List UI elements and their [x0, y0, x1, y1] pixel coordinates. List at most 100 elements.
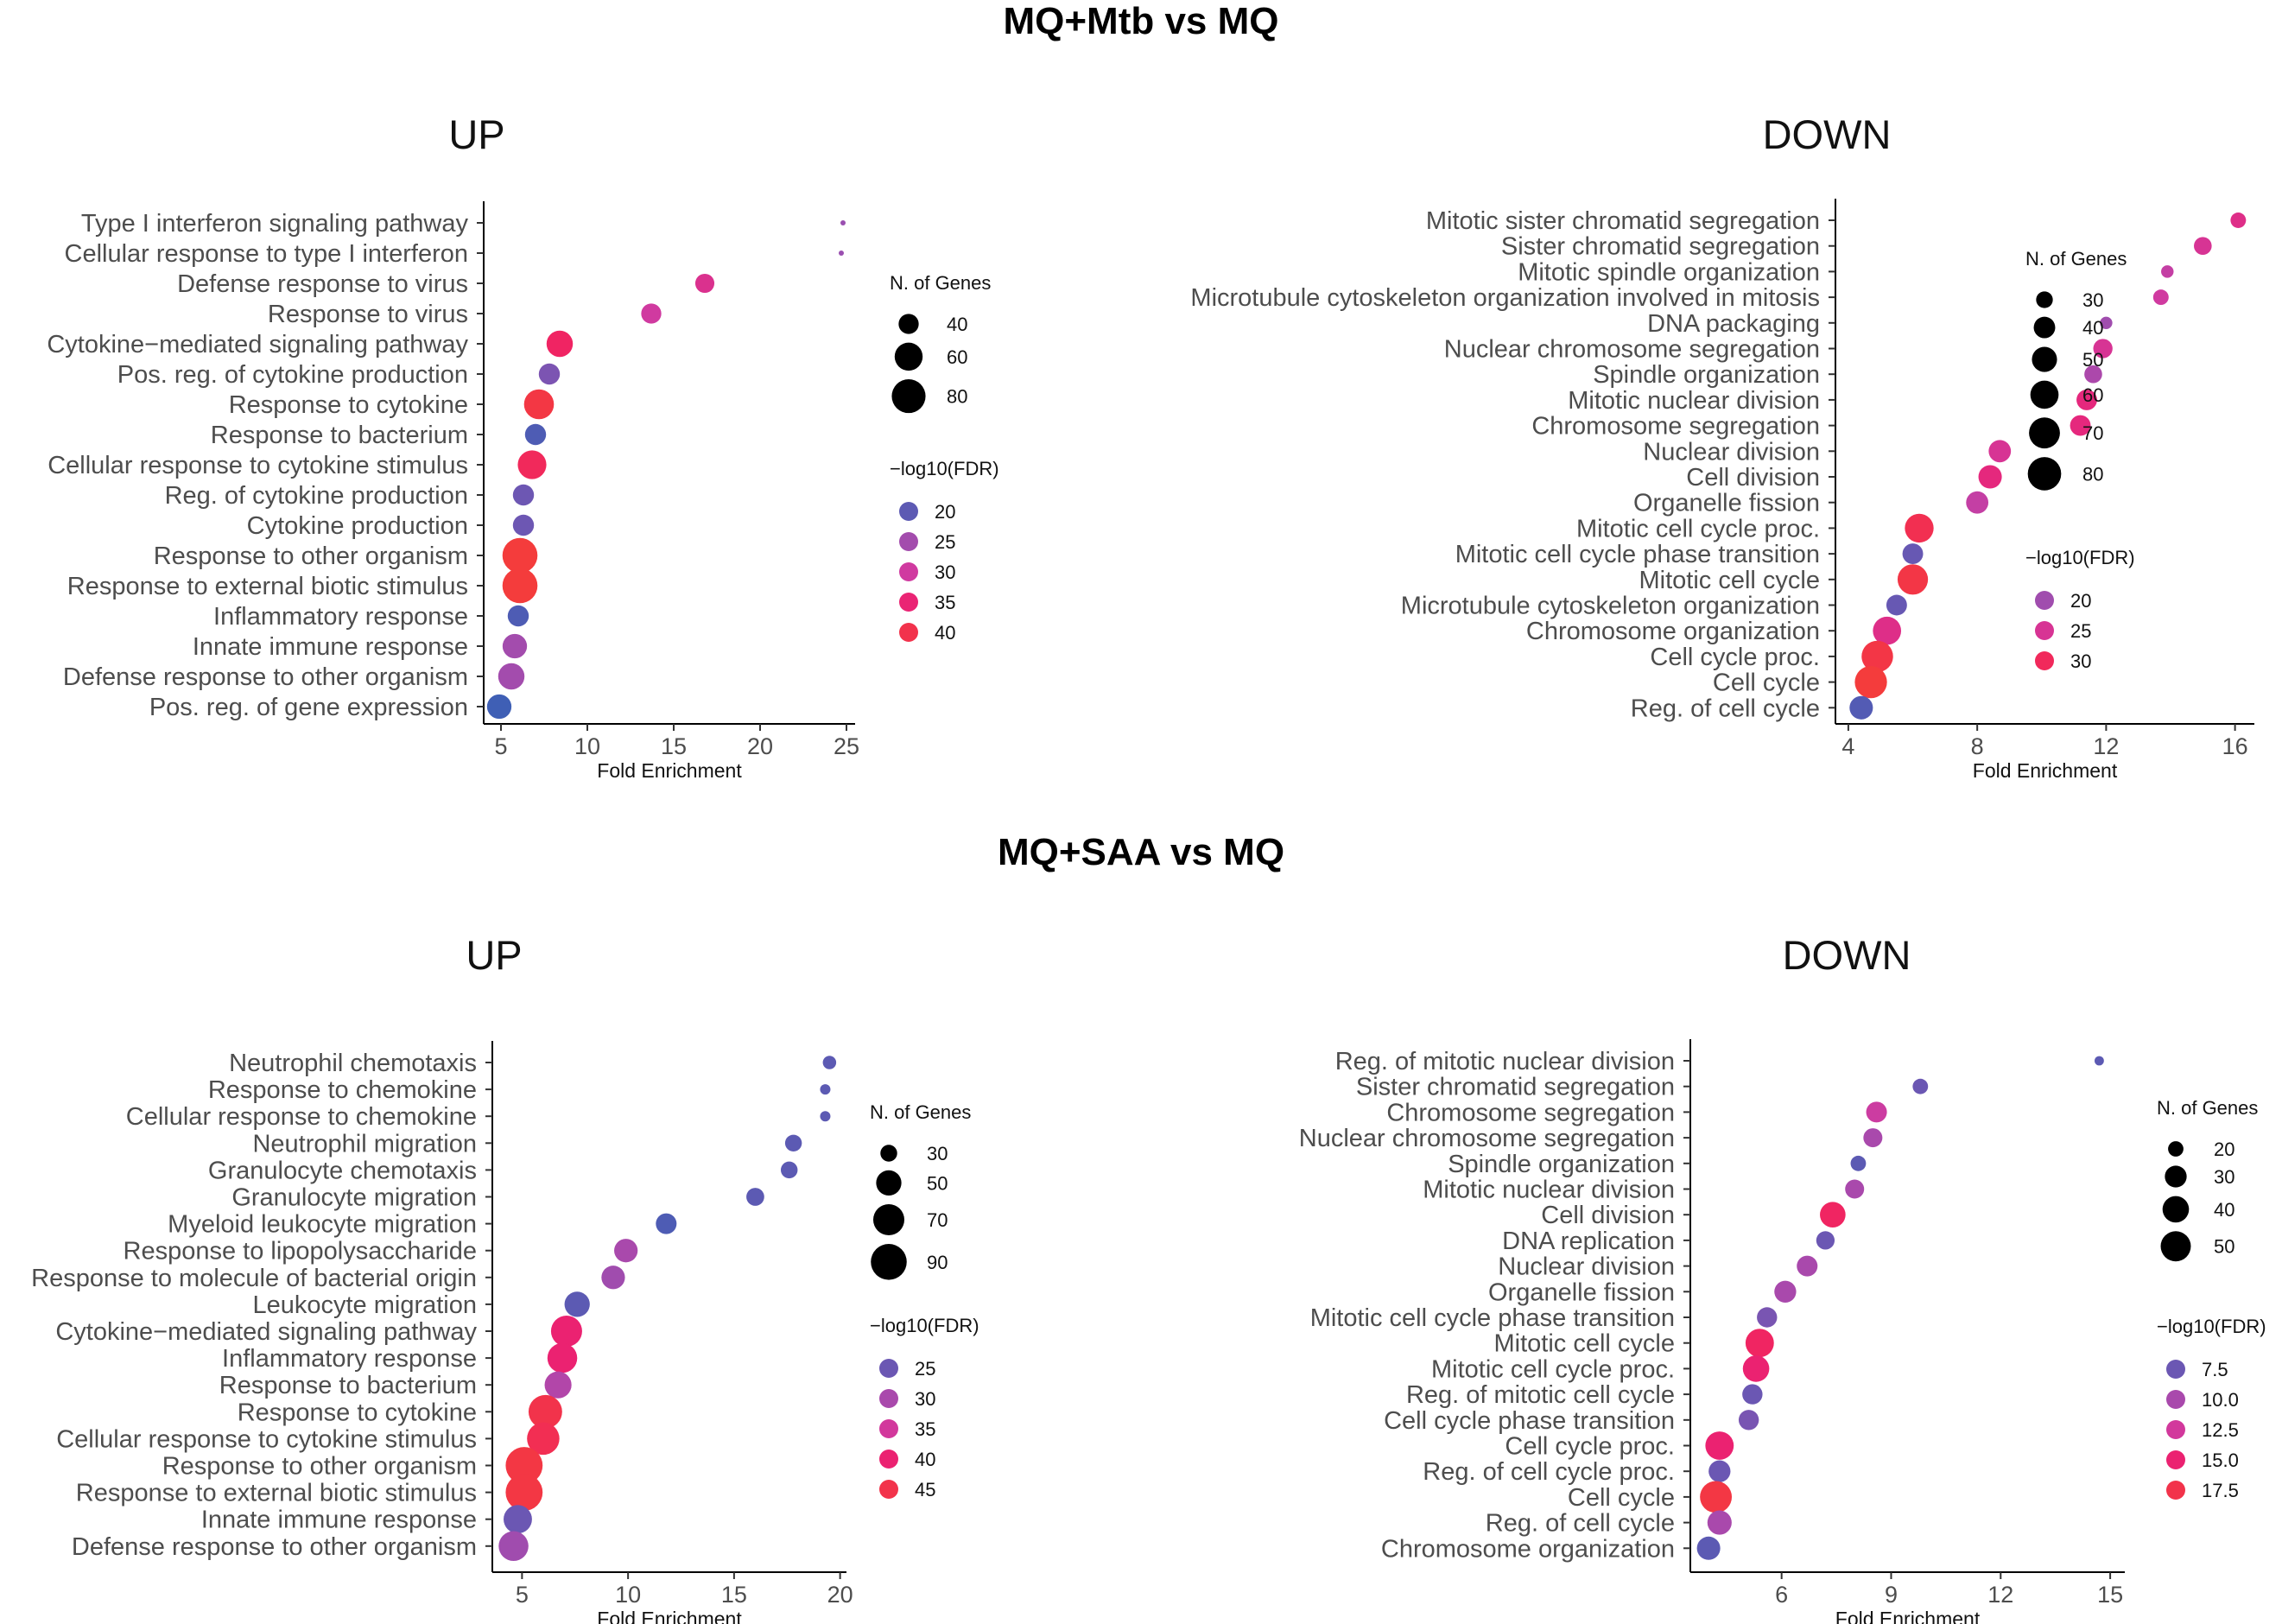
size-legend-key	[2030, 380, 2059, 409]
category-label: Defense response to other organism	[72, 1533, 477, 1561]
category-label: DNA packaging	[1647, 310, 1820, 338]
size-legend-key	[2029, 417, 2060, 449]
x-tick-label: 4	[1841, 733, 1854, 759]
category-label: Response to cytokine	[229, 391, 468, 419]
category-label: Inflammatory response	[213, 603, 468, 631]
category-label: Chromosome organization	[1526, 618, 1820, 645]
color-legend-key	[879, 1480, 898, 1499]
category-label: Reg. of cytokine production	[165, 482, 468, 510]
category-label: Chromosome segregation	[1531, 413, 1820, 441]
data-point	[1774, 1280, 1797, 1303]
color-legend-label: 20	[2070, 590, 2091, 612]
data-point	[820, 1084, 831, 1095]
data-point	[1845, 1179, 1865, 1199]
data-point	[1757, 1307, 1778, 1328]
data-point	[1738, 1410, 1759, 1431]
data-point	[780, 1161, 798, 1179]
color-legend-key	[899, 623, 918, 642]
category-label: Cellular response to type I interferon	[65, 240, 468, 268]
data-point	[1854, 665, 1887, 699]
size-legend-label: 70	[927, 1209, 948, 1231]
color-legend-label: 10.0	[2202, 1389, 2239, 1411]
color-legend-title: −log10(FDR)	[870, 1315, 979, 1336]
data-point	[2152, 289, 2169, 306]
data-point	[504, 1505, 532, 1534]
category-label: Response to other organism	[162, 1453, 477, 1481]
category-label: Cell division	[1686, 464, 1820, 492]
category-label: Response to other organism	[154, 542, 468, 570]
category-label: Neutrophil chemotaxis	[229, 1050, 477, 1077]
data-point	[1886, 594, 1907, 616]
color-legend-key	[2166, 1481, 2185, 1500]
color-legend-label: 40	[915, 1449, 935, 1470]
x-axis-title: Fold Enrichment	[597, 1608, 742, 1624]
category-label: Defense response to other organism	[63, 663, 468, 691]
color-legend-title: −log10(FDR)	[2025, 547, 2135, 568]
size-legend-label: 30	[2082, 289, 2103, 311]
size-legend-key	[2027, 457, 2062, 491]
category-label: Reg. of mitotic nuclear division	[1335, 1048, 1675, 1075]
data-point	[544, 1371, 572, 1399]
data-point	[822, 1056, 837, 1069]
data-point	[2100, 316, 2113, 330]
data-point	[1742, 1384, 1763, 1405]
data-point	[547, 1342, 578, 1373]
data-point	[1708, 1460, 1731, 1482]
color-legend-label: 30	[935, 561, 955, 583]
panel-title: DOWN	[1783, 932, 1911, 978]
category-label: Myeloid leukocyte migration	[168, 1211, 477, 1239]
size-legend-title: N. of Genes	[2025, 248, 2127, 270]
category-label: Mitotic sister chromatid segregation	[1426, 207, 1820, 235]
category-label: Reg. of cell cycle proc.	[1423, 1458, 1675, 1486]
data-point	[517, 450, 547, 479]
color-legend-key	[2166, 1450, 2185, 1469]
size-legend-key	[2160, 1231, 2191, 1262]
size-legend-title: N. of Genes	[870, 1101, 971, 1123]
size-legend-label: 60	[2082, 384, 2103, 406]
data-point	[1897, 564, 1929, 595]
color-legend-label: 25	[915, 1358, 935, 1380]
color-legend-key	[2166, 1420, 2185, 1439]
category-label: Mitotic spindle organization	[1518, 258, 1820, 286]
category-label: Pos. reg. of gene expression	[149, 694, 468, 721]
panel-title: UP	[466, 932, 522, 978]
data-point	[2095, 1056, 2104, 1066]
category-label: Mitotic cell cycle	[1494, 1330, 1676, 1358]
color-legend-key	[2166, 1390, 2185, 1409]
data-point	[486, 694, 512, 720]
category-label: Pos. reg. of cytokine production	[117, 361, 468, 389]
x-tick-label: 16	[2222, 733, 2248, 759]
x-axis-title: Fold Enrichment	[1973, 759, 2118, 782]
data-point	[1707, 1510, 1732, 1535]
data-point	[820, 1111, 831, 1122]
category-label: Cell cycle	[1568, 1484, 1675, 1512]
data-point	[1912, 1078, 1929, 1094]
category-label: Response to cytokine	[238, 1399, 477, 1426]
color-legend-key	[899, 502, 918, 521]
category-label: Reg. of cell cycle	[1631, 695, 1820, 722]
size-legend-key	[898, 314, 919, 334]
size-legend-key	[876, 1170, 902, 1196]
color-legend-label: 12.5	[2202, 1419, 2239, 1441]
category-label: Innate immune response	[193, 633, 468, 661]
data-point	[1745, 1329, 1774, 1358]
size-legend-label: 50	[2214, 1236, 2234, 1258]
color-legend-label: 25	[2070, 620, 2091, 642]
category-label: Inflammatory response	[222, 1345, 477, 1373]
color-legend-title: −log10(FDR)	[890, 458, 999, 479]
data-point	[784, 1134, 802, 1152]
category-label: Mitotic nuclear division	[1423, 1177, 1675, 1204]
category-label: Cell cycle proc.	[1650, 644, 1820, 671]
color-legend-key	[879, 1450, 898, 1469]
data-point	[1705, 1431, 1734, 1460]
size-legend-label: 40	[2082, 317, 2103, 339]
data-point	[1873, 616, 1902, 645]
data-point	[1863, 1128, 1883, 1148]
x-tick-label: 10	[615, 1582, 641, 1608]
size-legend-title: N. of Genes	[890, 272, 991, 294]
x-tick-label: 15	[2097, 1582, 2123, 1608]
data-point	[498, 663, 525, 690]
category-label: Cell division	[1541, 1202, 1675, 1229]
x-tick-label: 12	[2093, 733, 2119, 759]
